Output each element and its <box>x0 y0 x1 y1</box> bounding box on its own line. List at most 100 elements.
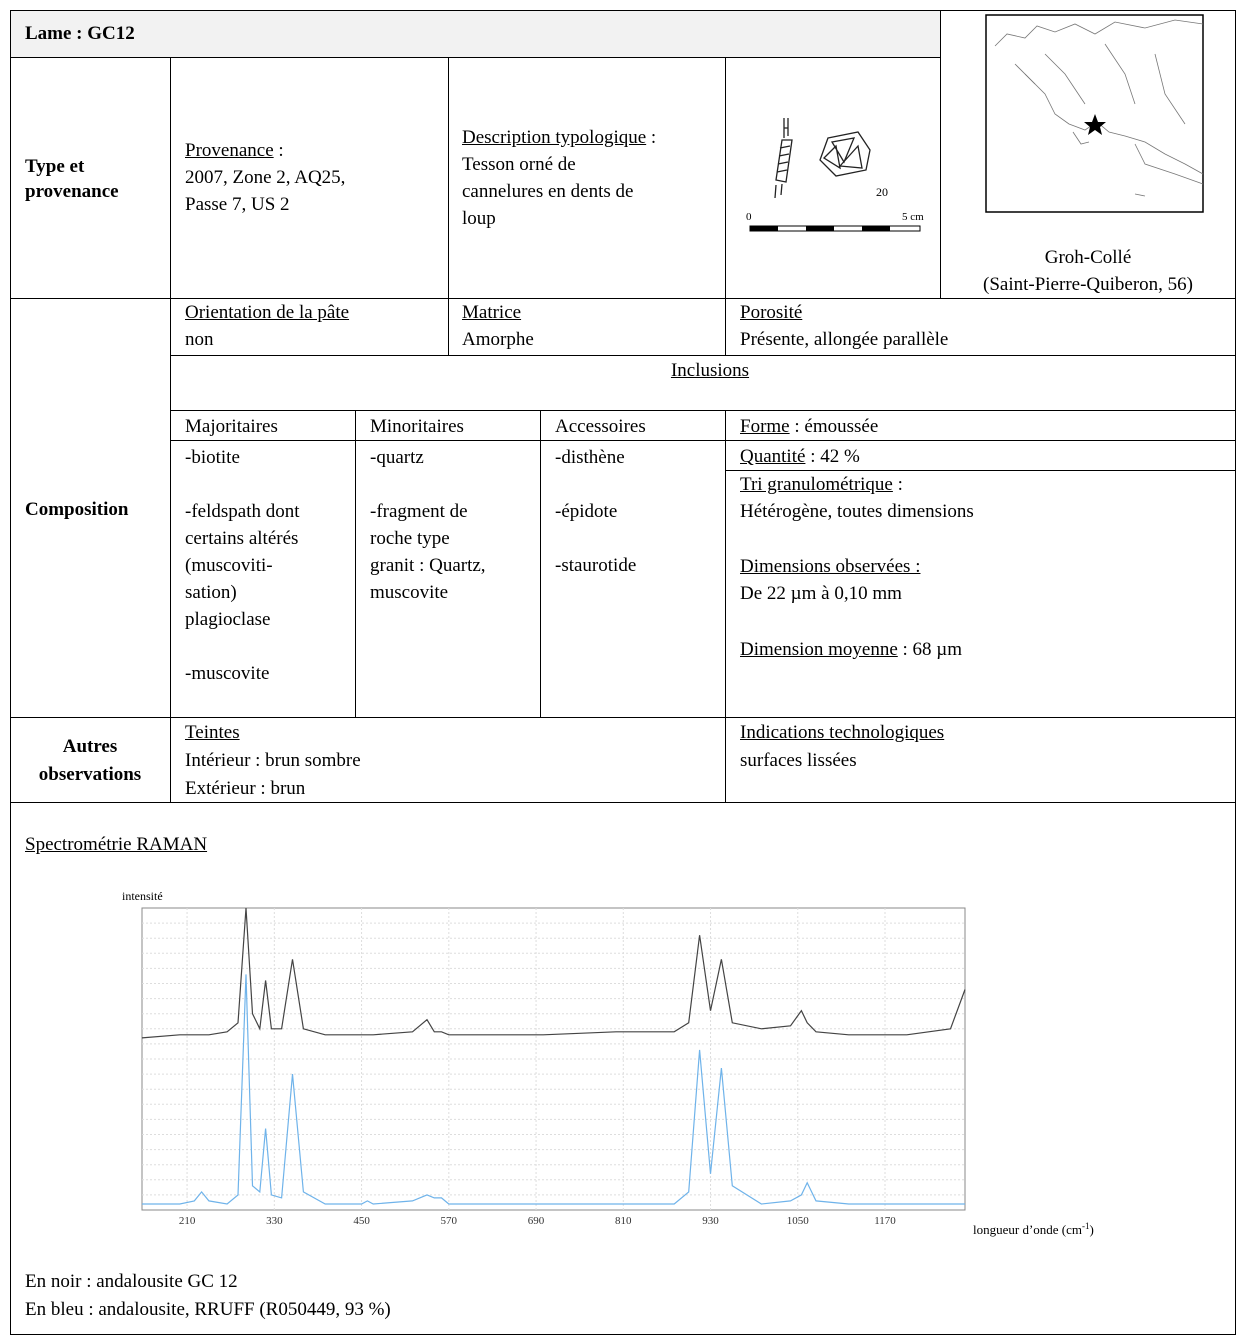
matrice: Matrice Amorphe <box>462 299 534 353</box>
rule <box>170 440 1236 441</box>
paragraph: -feldspath dont certains altérés (muscovit… <box>185 498 300 633</box>
rule <box>170 57 171 802</box>
chart: 210 330 450 570 690 810 930 1050 1170 intensité lo… <box>122 889 1094 1237</box>
text: De 22 µm à 0,10 mm <box>740 583 902 604</box>
column-heading: Accessoires <box>555 416 646 437</box>
spectrum-line <box>142 974 965 1205</box>
quantite: Quantité : 42 % <box>740 443 860 470</box>
paragraph: -quartz <box>370 444 486 471</box>
text-line: cannelures en dents de <box>462 181 634 202</box>
heading: Forme <box>740 416 790 437</box>
map <box>985 14 1204 213</box>
rule <box>170 355 1236 356</box>
moyenne: Dimension moyenne : 68 µm <box>740 636 962 663</box>
column-body: -quartz -fragment de roche type granit : Qu… <box>370 444 486 633</box>
text: surfaces lissées <box>740 750 857 771</box>
row-label: Autres observations <box>10 733 170 789</box>
heading: Matrice <box>462 302 522 323</box>
scale-start: 0 <box>746 211 752 223</box>
text-line: muscovite <box>370 582 449 603</box>
description: Description typologique : Tesson orné de c… <box>462 124 656 232</box>
text-line: -fragment de <box>370 501 468 522</box>
text: Présente, allongée parallèle <box>740 329 949 350</box>
rule <box>725 470 1236 471</box>
text-line: 2007, Zone 2, AQ25, <box>185 167 346 188</box>
title: Lame : GC12 <box>25 23 135 44</box>
teintes: Teintes Intérieur : brun sombre Extérieur … <box>185 719 361 803</box>
x-axis-label: longueur d’onde (cm-1) <box>973 1221 1094 1237</box>
text: non <box>185 329 214 350</box>
x-tick-label: 690 <box>528 1215 545 1227</box>
x-label-text: longueur d’onde (cm <box>973 1222 1082 1237</box>
x-label-sup: -1 <box>1082 1221 1090 1231</box>
text: Amorphe <box>462 329 534 350</box>
text: : 42 % <box>805 446 860 467</box>
rule <box>940 10 941 298</box>
column-body: -biotite -feldspath dont certains altérés (… <box>185 444 300 714</box>
text: : <box>892 474 903 495</box>
x-tick-label: 1050 <box>787 1215 810 1227</box>
label-line: Type et <box>25 156 85 177</box>
label-line: provenance <box>25 181 119 202</box>
heading: Description typologique <box>462 127 647 148</box>
rule <box>10 298 1236 299</box>
text-line: Tesson orné de <box>462 154 576 175</box>
text-line: -biotite <box>185 447 240 468</box>
text-line: -disthène <box>555 447 625 468</box>
rule <box>10 717 1236 718</box>
tri: Tri granulométrique : Hétérogène, toutes … <box>740 471 974 525</box>
rule <box>725 57 726 355</box>
text-line: granit : Quartz, <box>370 555 486 576</box>
spectrum-title: Spectrométrie RAMAN <box>25 834 208 855</box>
scale-bar <box>862 226 890 231</box>
forme: Forme : émoussée <box>740 413 878 440</box>
suffix: : <box>646 127 657 148</box>
rule <box>170 410 1236 411</box>
rule <box>448 57 449 355</box>
text-line: -épidote <box>555 501 618 522</box>
text-line: sation) <box>185 582 237 603</box>
row-label: Type et provenance <box>25 154 119 204</box>
rule <box>540 410 541 717</box>
legend-blue: En bleu : andalousite, RRUFF (R050449, 9… <box>25 1299 391 1320</box>
drawing-number: 20 <box>876 185 888 199</box>
suffix: : <box>273 140 284 161</box>
paragraph: -disthène <box>555 444 636 471</box>
text-line: roche type <box>370 528 450 549</box>
x-tick-label: 210 <box>179 1215 196 1227</box>
heading: Orientation de la pâte <box>185 302 350 323</box>
column-heading: Majoritaires <box>185 416 278 437</box>
y-axis-label: intensité <box>122 889 163 903</box>
label-line: observations <box>38 764 142 785</box>
text-line: -quartz <box>370 447 424 468</box>
heading: Porosité <box>740 302 803 323</box>
text-line: -muscovite <box>185 663 270 684</box>
rule <box>355 410 356 717</box>
row-label: Composition <box>25 499 129 520</box>
porosite: Porosité Présente, allongée parallèle <box>740 299 948 353</box>
heading: Provenance <box>185 140 274 161</box>
paragraph: -staurotide <box>555 552 636 579</box>
site: Groh-Collé (Saint-Pierre-Quiberon, 56) <box>940 244 1236 298</box>
rule <box>10 57 940 58</box>
lines: Tesson orné de cannelures en dents de loup <box>462 151 656 232</box>
text: : 68 µm <box>897 639 963 660</box>
label-line: Autres <box>62 736 118 757</box>
site-line: Groh-Collé <box>1044 247 1132 268</box>
paragraph: -muscovite <box>185 660 300 687</box>
sherd-drawing: 20 0 5 cm <box>746 118 924 232</box>
inclusions: Inclusions <box>670 360 750 381</box>
techno: Indications technologiques surfaces lissé… <box>740 719 944 775</box>
x-tick-label: 330 <box>266 1215 283 1227</box>
heading: Dimensions observées : <box>740 556 921 577</box>
x-tick-label: 1170 <box>874 1215 896 1227</box>
heading: Indications technologiques <box>740 722 945 743</box>
scale-bar <box>806 226 834 231</box>
paragraph: -fragment de roche type granit : Quartz, mu… <box>370 498 486 606</box>
x-label-suffix: ) <box>1090 1222 1094 1237</box>
plot-area <box>141 907 966 1211</box>
text-line: -feldspath dont <box>185 501 300 522</box>
rule <box>725 410 726 802</box>
orientation: Orientation de la pâte non <box>185 299 349 353</box>
